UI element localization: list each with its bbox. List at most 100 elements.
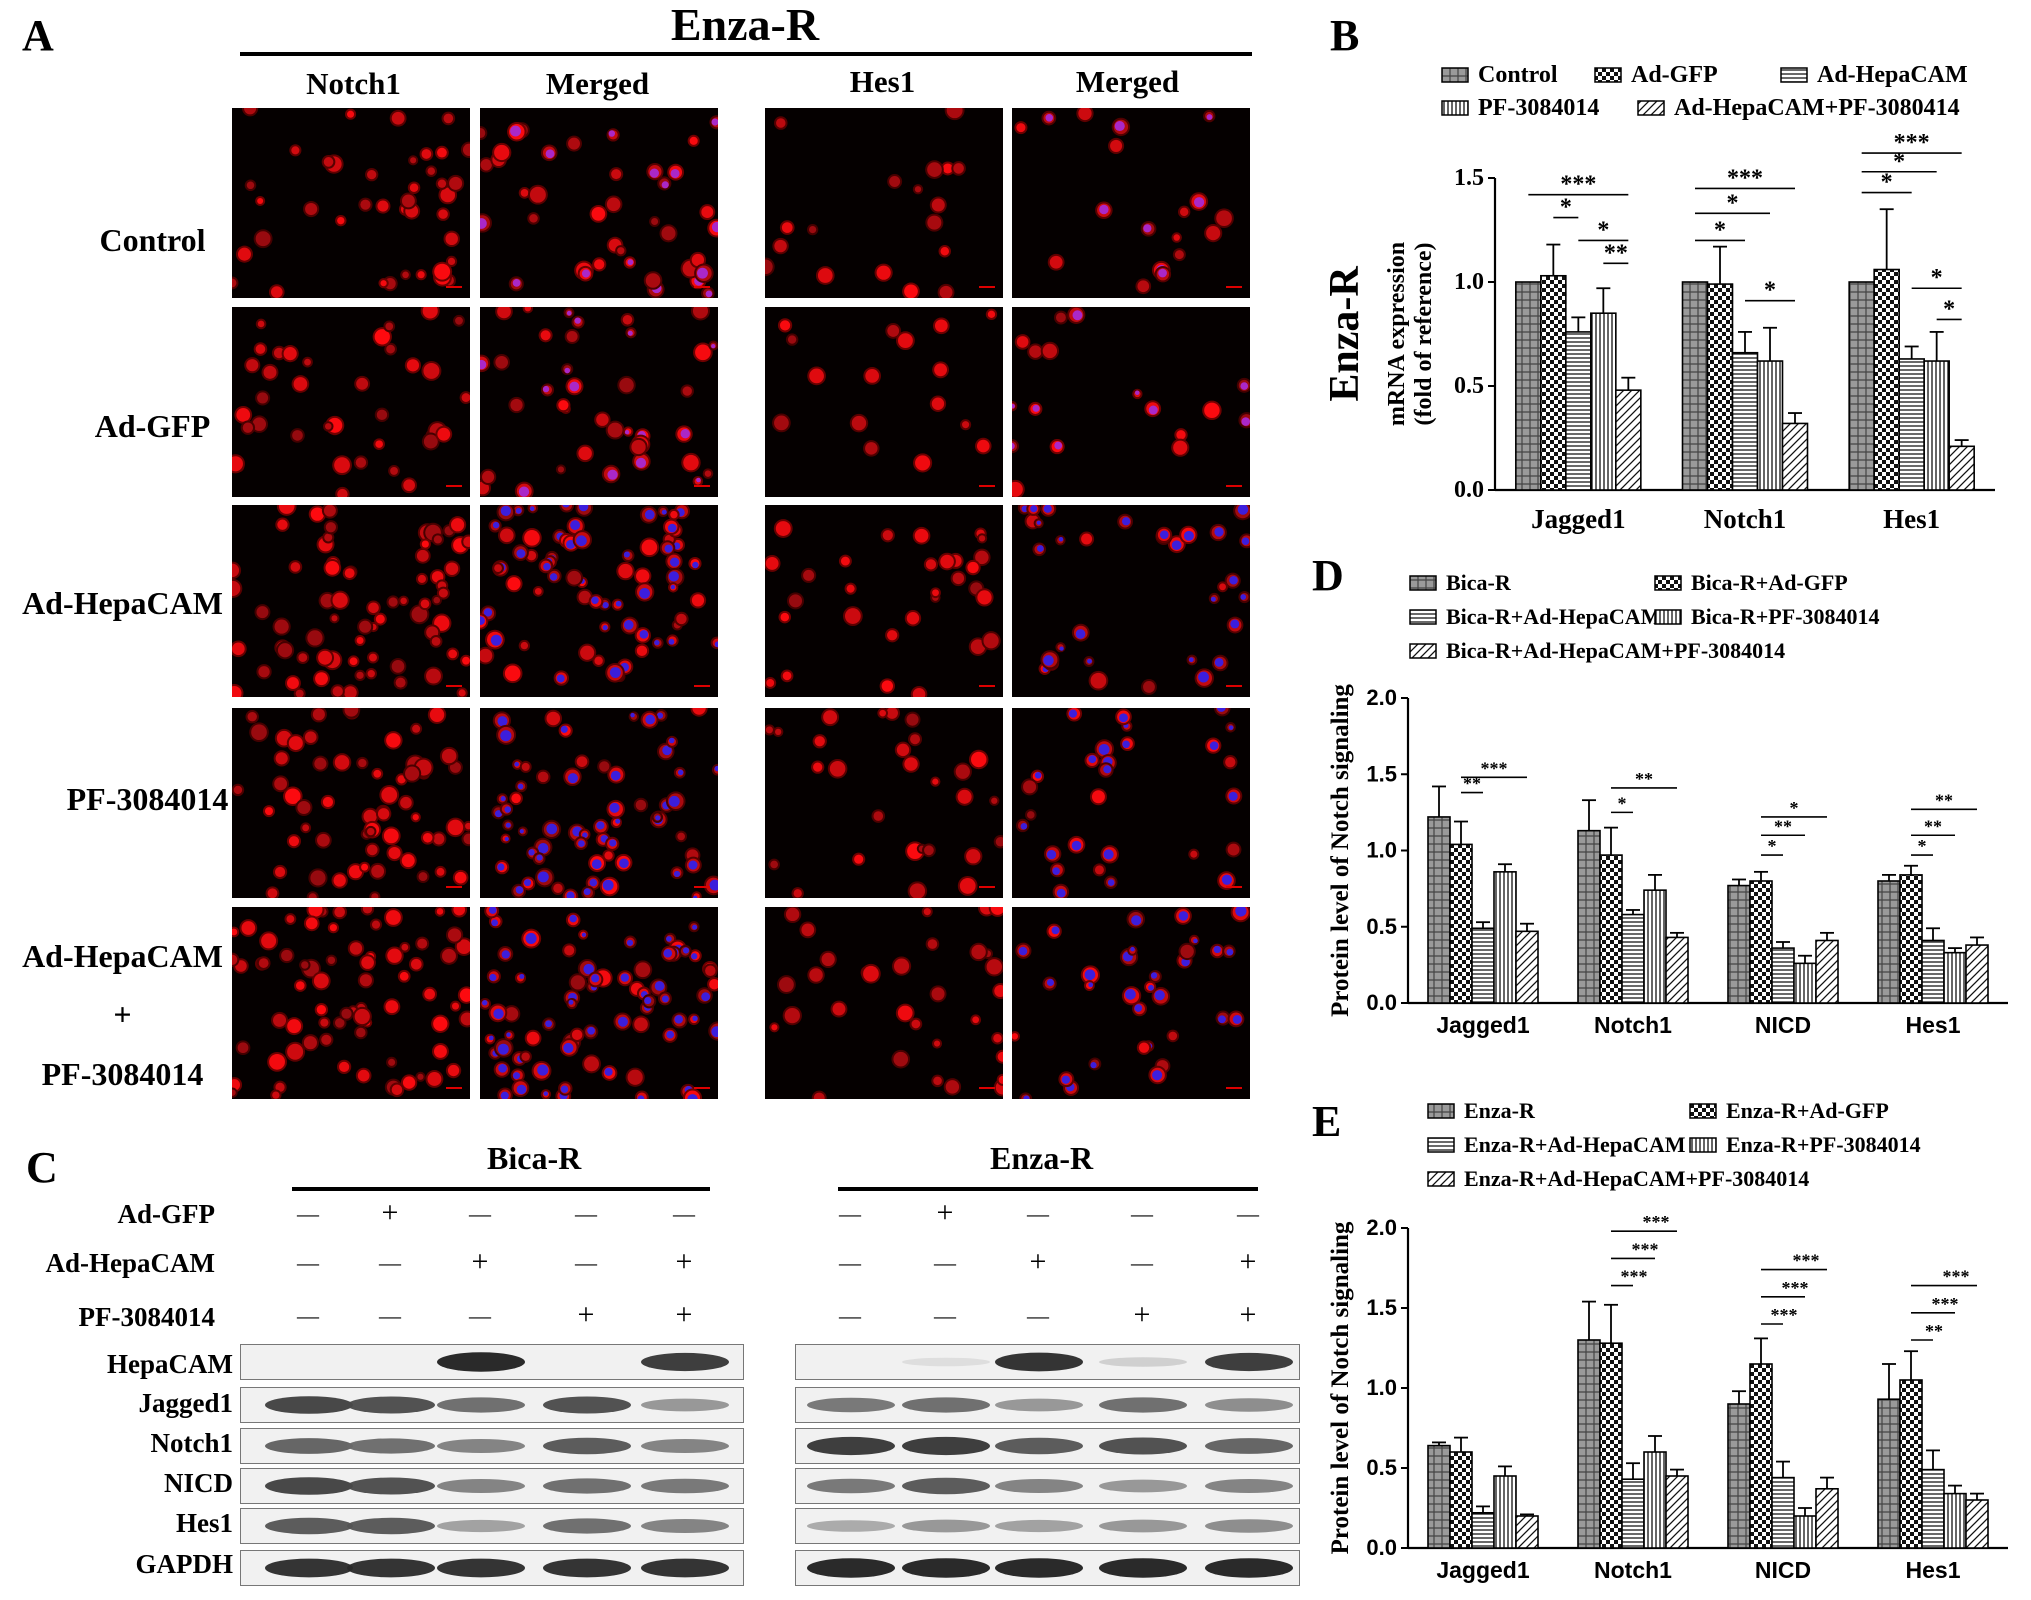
y-tick-label: 0.5 bbox=[1366, 914, 1397, 939]
chart-side-title: Enza-R bbox=[1322, 266, 1368, 402]
blot-strip bbox=[240, 1428, 744, 1464]
significance-label: * bbox=[1790, 798, 1799, 818]
x-tick-label: Hes1 bbox=[1906, 1012, 1961, 1038]
row-label-ad-gfp: Ad-GFP bbox=[94, 408, 211, 444]
bar bbox=[1449, 1451, 1473, 1549]
treatment-sign: — bbox=[1027, 1201, 1049, 1226]
significance-label: ** bbox=[1774, 816, 1792, 836]
micrograph-tile bbox=[1012, 307, 1250, 497]
bar bbox=[1577, 829, 1601, 1004]
protein-label-jagged1: Jagged1 bbox=[138, 1388, 234, 1418]
bar bbox=[1943, 951, 1967, 1004]
bar bbox=[1899, 1379, 1923, 1549]
treatment-sign: — bbox=[575, 1250, 597, 1275]
bar bbox=[1948, 445, 1975, 491]
blot-group-enza-rule bbox=[838, 1187, 1258, 1191]
micrograph-tile bbox=[1012, 907, 1250, 1099]
micrograph-tile bbox=[480, 907, 718, 1099]
y-tick-label: 0.5 bbox=[1454, 373, 1484, 399]
treatment-sign: — bbox=[1027, 1303, 1049, 1328]
row-label-ad-hepacam-combo: Ad-HepaCAM bbox=[22, 938, 223, 974]
micrograph-tile bbox=[480, 307, 718, 497]
col-header-notch1: Notch1 bbox=[306, 66, 401, 101]
significance-label: ** bbox=[1935, 790, 1953, 810]
significance-label: * bbox=[1918, 836, 1927, 856]
micrograph-tile bbox=[765, 505, 1003, 697]
significance-label: * bbox=[1560, 195, 1572, 221]
panel-a-title: Enza-R bbox=[670, 0, 820, 50]
bar bbox=[1793, 962, 1817, 1004]
treatment-sign: — bbox=[469, 1303, 491, 1328]
bar bbox=[1577, 1339, 1601, 1549]
blot-strip bbox=[240, 1550, 744, 1586]
treatment-sign: + bbox=[1029, 1245, 1047, 1278]
bar bbox=[1427, 816, 1451, 1004]
legend-swatch bbox=[1780, 67, 1808, 83]
micrograph-tile bbox=[232, 108, 470, 298]
bar bbox=[1515, 930, 1539, 1004]
bar bbox=[1643, 889, 1667, 1004]
significance-label: * bbox=[1764, 278, 1776, 304]
bar bbox=[1756, 360, 1784, 491]
chart-d: Bica-R Bica-R+Ad-GFP Bica-R+Ad-HepaCAM Bica… bbox=[1327, 570, 2008, 1038]
treatment-sign: — bbox=[297, 1250, 319, 1275]
micrograph-tile bbox=[1012, 108, 1250, 298]
legend-label: Ad-HepaCAM+PF-3080414 bbox=[1674, 95, 1960, 121]
legend-label: Bica-R+Ad-HepaCAM bbox=[1446, 604, 1662, 629]
y-tick-label: 1.0 bbox=[1366, 838, 1397, 863]
bar bbox=[1665, 936, 1689, 1004]
row-label-ad-hepacam: Ad-HepaCAM bbox=[22, 585, 223, 621]
micrograph-tile bbox=[232, 307, 470, 497]
y-axis-label-2: (fold of reference) bbox=[1411, 242, 1437, 425]
bar bbox=[1731, 351, 1759, 491]
significance-label: *** bbox=[1932, 1294, 1959, 1314]
legend-label: Enza-R+Ad-HepaCAM bbox=[1464, 1132, 1686, 1157]
blot-strip bbox=[795, 1344, 1300, 1380]
x-tick-label: NICD bbox=[1755, 1012, 1811, 1038]
bar bbox=[1681, 281, 1709, 491]
bar bbox=[1923, 360, 1950, 491]
treatment-sign: + bbox=[1239, 1298, 1257, 1331]
legend-swatch bbox=[1689, 1103, 1717, 1119]
row-label-plus: + bbox=[113, 996, 132, 1032]
y-tick-label: 0.5 bbox=[1366, 1455, 1397, 1480]
x-tick-label: Notch1 bbox=[1594, 1557, 1672, 1583]
legend-label: Enza-R+Ad-HepaCAM+PF-3084014 bbox=[1464, 1166, 1809, 1191]
micrograph-tile bbox=[1012, 505, 1250, 697]
bar bbox=[1706, 283, 1734, 491]
bar bbox=[1781, 422, 1809, 491]
blot-strip bbox=[240, 1508, 744, 1544]
legend-label: Bica-R+PF-3084014 bbox=[1691, 604, 1880, 629]
bar bbox=[1921, 1468, 1945, 1549]
protein-label-hes1: Hes1 bbox=[176, 1508, 233, 1538]
micrograph-tile bbox=[232, 708, 470, 898]
bar bbox=[1615, 389, 1642, 491]
legend-swatch bbox=[1654, 575, 1682, 591]
bar bbox=[1599, 854, 1623, 1004]
blot-strip bbox=[795, 1387, 1300, 1423]
legend-swatch bbox=[1654, 609, 1682, 625]
significance-label: *** bbox=[1793, 1251, 1820, 1271]
legend-swatch bbox=[1427, 1137, 1455, 1153]
bar bbox=[1815, 1487, 1839, 1549]
x-tick-label: Jagged1 bbox=[1436, 1557, 1530, 1583]
bar bbox=[1771, 947, 1795, 1004]
legend-swatch bbox=[1409, 643, 1437, 659]
bar bbox=[1515, 1515, 1539, 1549]
bar bbox=[1898, 358, 1925, 491]
bar bbox=[1943, 1492, 1967, 1549]
blot-group-enza-r: Enza-R bbox=[990, 1140, 1094, 1176]
col-header-hes1: Hes1 bbox=[849, 64, 916, 99]
bar bbox=[1877, 1398, 1901, 1549]
bar bbox=[1665, 1475, 1689, 1549]
panel-a-label: A bbox=[22, 11, 54, 60]
bar bbox=[1471, 927, 1495, 1004]
significance-label: * bbox=[1768, 836, 1777, 856]
bar bbox=[1590, 312, 1617, 491]
y-tick-label: 1.5 bbox=[1454, 165, 1484, 191]
chart-e: Enza-R Enza-R+Ad-GFP Enza-R+Ad-HepaCAM Enza… bbox=[1327, 1098, 2008, 1583]
bar bbox=[1565, 331, 1592, 491]
significance-label: * bbox=[1618, 793, 1627, 813]
protein-label-notch1: Notch1 bbox=[150, 1428, 234, 1458]
row-label-control: Control bbox=[99, 222, 206, 258]
